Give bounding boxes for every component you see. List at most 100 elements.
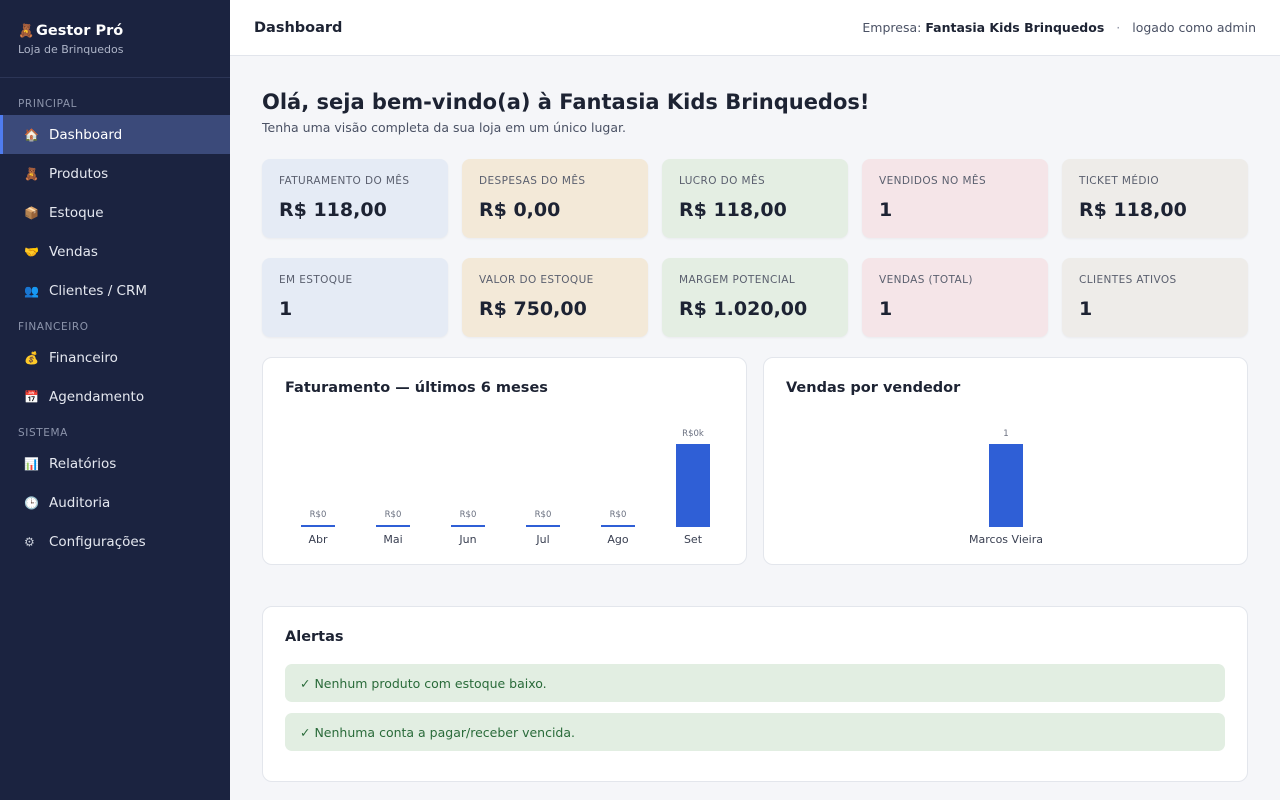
kpi-label: LUCRO DO MÊS [679,175,766,187]
kpi-clientes-ativos: CLIENTES ATIVOS 1 [1062,258,1248,337]
kpi-value: R$ 118,00 [1079,199,1187,221]
sidebar-item-label: Vendas [49,243,98,260]
kpi-value: R$ 118,00 [279,199,387,221]
bar-value-label: R$0k [682,429,704,439]
alerts-title: Alertas [285,629,344,645]
main-content: Olá, seja bem-vindo(a) à Fantasia Kids B… [262,56,1248,782]
sidebar-item-label: Agendamento [49,388,145,405]
sidebar-item-relatorios[interactable]: 📊 Relatórios [0,444,230,483]
kpi-row-2: EM ESTOQUE 1 VALOR DO ESTOQUE R$ 750,00 … [262,258,1248,337]
kpi-label: VALOR DO ESTOQUE [479,274,594,286]
sidebar-item-vendas[interactable]: 🤝 Vendas [0,232,230,271]
kpi-margem-potencial: MARGEM POTENCIAL R$ 1.020,00 [662,258,848,337]
seller-chart: 1 Marcos Vieira [969,429,1043,546]
nav-section-sistema: SISTEMA [18,427,68,439]
welcome-title: Olá, seja bem-vindo(a) à Fantasia Kids B… [262,90,870,114]
money-bag-icon: 💰 [24,350,39,365]
nav-section-financeiro: FINANCEIRO [18,321,89,333]
kpi-label: EM ESTOQUE [279,274,353,286]
brand-subtitle: Loja de Brinquedos [18,43,124,56]
bar-value-label: R$0 [535,510,552,520]
bar-jun [451,525,485,527]
kpi-value: R$ 1.020,00 [679,298,808,320]
sidebar-item-agendamento[interactable]: 📅 Agendamento [0,377,230,416]
kpi-value: 1 [279,298,293,320]
kpi-vendas-total: VENDAS (TOTAL) 1 [862,258,1048,337]
bar-ago [601,525,635,527]
kpi-label: DESPESAS DO MÊS [479,175,586,187]
category-label: Jun [458,533,476,546]
revenue-chart: R$0 Abr R$0 Mai R$0 Jun R$0 Jul R$0 Ago R$0k Set [301,429,710,546]
category-label: Mai [383,533,402,546]
bar-set [676,444,710,527]
sidebar-item-label: Produtos [49,165,109,182]
kpi-label: VENDAS (TOTAL) [879,274,973,286]
sidebar-item-label: Configurações [49,533,146,550]
kpi-value: R$ 0,00 [479,199,561,221]
brand-name: Gestor Pró [36,23,124,39]
sidebar-item-financeiro[interactable]: 💰 Financeiro [0,338,230,377]
handshake-icon: 🤝 [24,244,39,259]
kpi-lucro-mes: LUCRO DO MÊS R$ 118,00 [662,159,848,238]
sidebar-item-configuracoes[interactable]: ⚙ Configurações [0,522,230,561]
bar-mai [376,525,410,527]
brand: 🧸 Gestor Pró Loja de Brinquedos [0,0,230,78]
calendar-icon: 📅 [24,389,39,404]
kpi-faturamento-mes: FATURAMENTO DO MÊS R$ 118,00 [262,159,448,238]
sidebar-item-label: Estoque [49,204,104,221]
sidebar-item-estoque[interactable]: 📦 Estoque [0,193,230,232]
home-icon: 🏠 [24,127,39,142]
company-name: Fantasia Kids Brinquedos [925,20,1105,35]
separator: · [1116,20,1121,35]
box-icon: 📦 [24,205,39,220]
bar-value-label: R$0 [610,510,627,520]
sidebar-item-label: Relatórios [49,455,117,472]
sidebar-item-auditoria[interactable]: 🕒 Auditoria [0,483,230,522]
kpi-label: TICKET MÉDIO [1079,175,1160,187]
sidebar: 🧸 Gestor Pró Loja de Brinquedos PRINCIPA… [0,0,230,800]
alerts-panel: Alertas ✓ Nenhum produto com estoque bai… [262,606,1248,782]
kpi-label: FATURAMENTO DO MÊS [279,175,410,187]
sidebar-item-clientes[interactable]: 👥 Clientes / CRM [0,271,230,310]
seller-chart-panel: Vendas por vendedor 1 Marcos Vieira [763,357,1248,565]
kpi-value: R$ 750,00 [479,298,587,320]
topbar-info: Empresa: Fantasia Kids Brinquedos · loga… [862,20,1256,35]
brand-title[interactable]: 🧸 Gestor Pró [18,20,212,42]
revenue-chart-panel: Faturamento — últimos 6 meses R$0 Abr R$0 M… [262,357,747,565]
bar-marcos-vieira [989,444,1023,527]
category-label: Abr [308,533,328,546]
topbar: Dashboard Empresa: Fantasia Kids Brinque… [230,0,1280,56]
sidebar-item-dashboard[interactable]: 🏠 Dashboard [0,115,230,154]
kpi-value: R$ 118,00 [679,199,787,221]
revenue-chart-title: Faturamento — últimos 6 meses [285,380,548,396]
kpi-valor-estoque: VALOR DO ESTOQUE R$ 750,00 [462,258,648,337]
sidebar-item-label: Auditoria [49,494,111,511]
teddy-bear-icon: 🧸 [18,23,35,39]
bar-jul [526,525,560,527]
sidebar-item-label: Clientes / CRM [49,282,148,299]
bar-abr [301,525,335,527]
login-status: logado como admin [1132,20,1256,35]
kpi-vendidos-mes: VENDIDOS NO MÊS 1 [862,159,1048,238]
welcome-subtitle: Tenha uma visão completa da sua loja em … [262,120,626,135]
category-label: Jul [535,533,549,546]
bar-value-label: R$0 [310,510,327,520]
sidebar-item-produtos[interactable]: 🧸 Produtos [0,154,230,193]
kpi-label: CLIENTES ATIVOS [1079,274,1177,286]
sidebar-item-label: Financeiro [49,349,118,366]
kpi-label: MARGEM POTENCIAL [679,274,796,286]
category-label: Set [684,533,703,546]
sidebar-item-label: Dashboard [49,126,123,143]
toy-icon: 🧸 [24,166,39,181]
category-label: Ago [607,533,629,546]
kpi-ticket-medio: TICKET MÉDIO R$ 118,00 [1062,159,1248,238]
alert-overdue-bills: ✓ Nenhuma conta a pagar/receber vencida. [285,713,1225,751]
kpi-em-estoque: EM ESTOQUE 1 [262,258,448,337]
kpi-value: 1 [1079,298,1093,320]
category-label: Marcos Vieira [969,533,1043,546]
kpi-row-1: FATURAMENTO DO MÊS R$ 118,00 DESPESAS DO… [262,159,1248,238]
kpi-value: 1 [879,298,893,320]
gear-icon: ⚙ [24,534,35,549]
users-icon: 👥 [24,283,39,298]
nav-section-principal: PRINCIPAL [18,98,78,110]
